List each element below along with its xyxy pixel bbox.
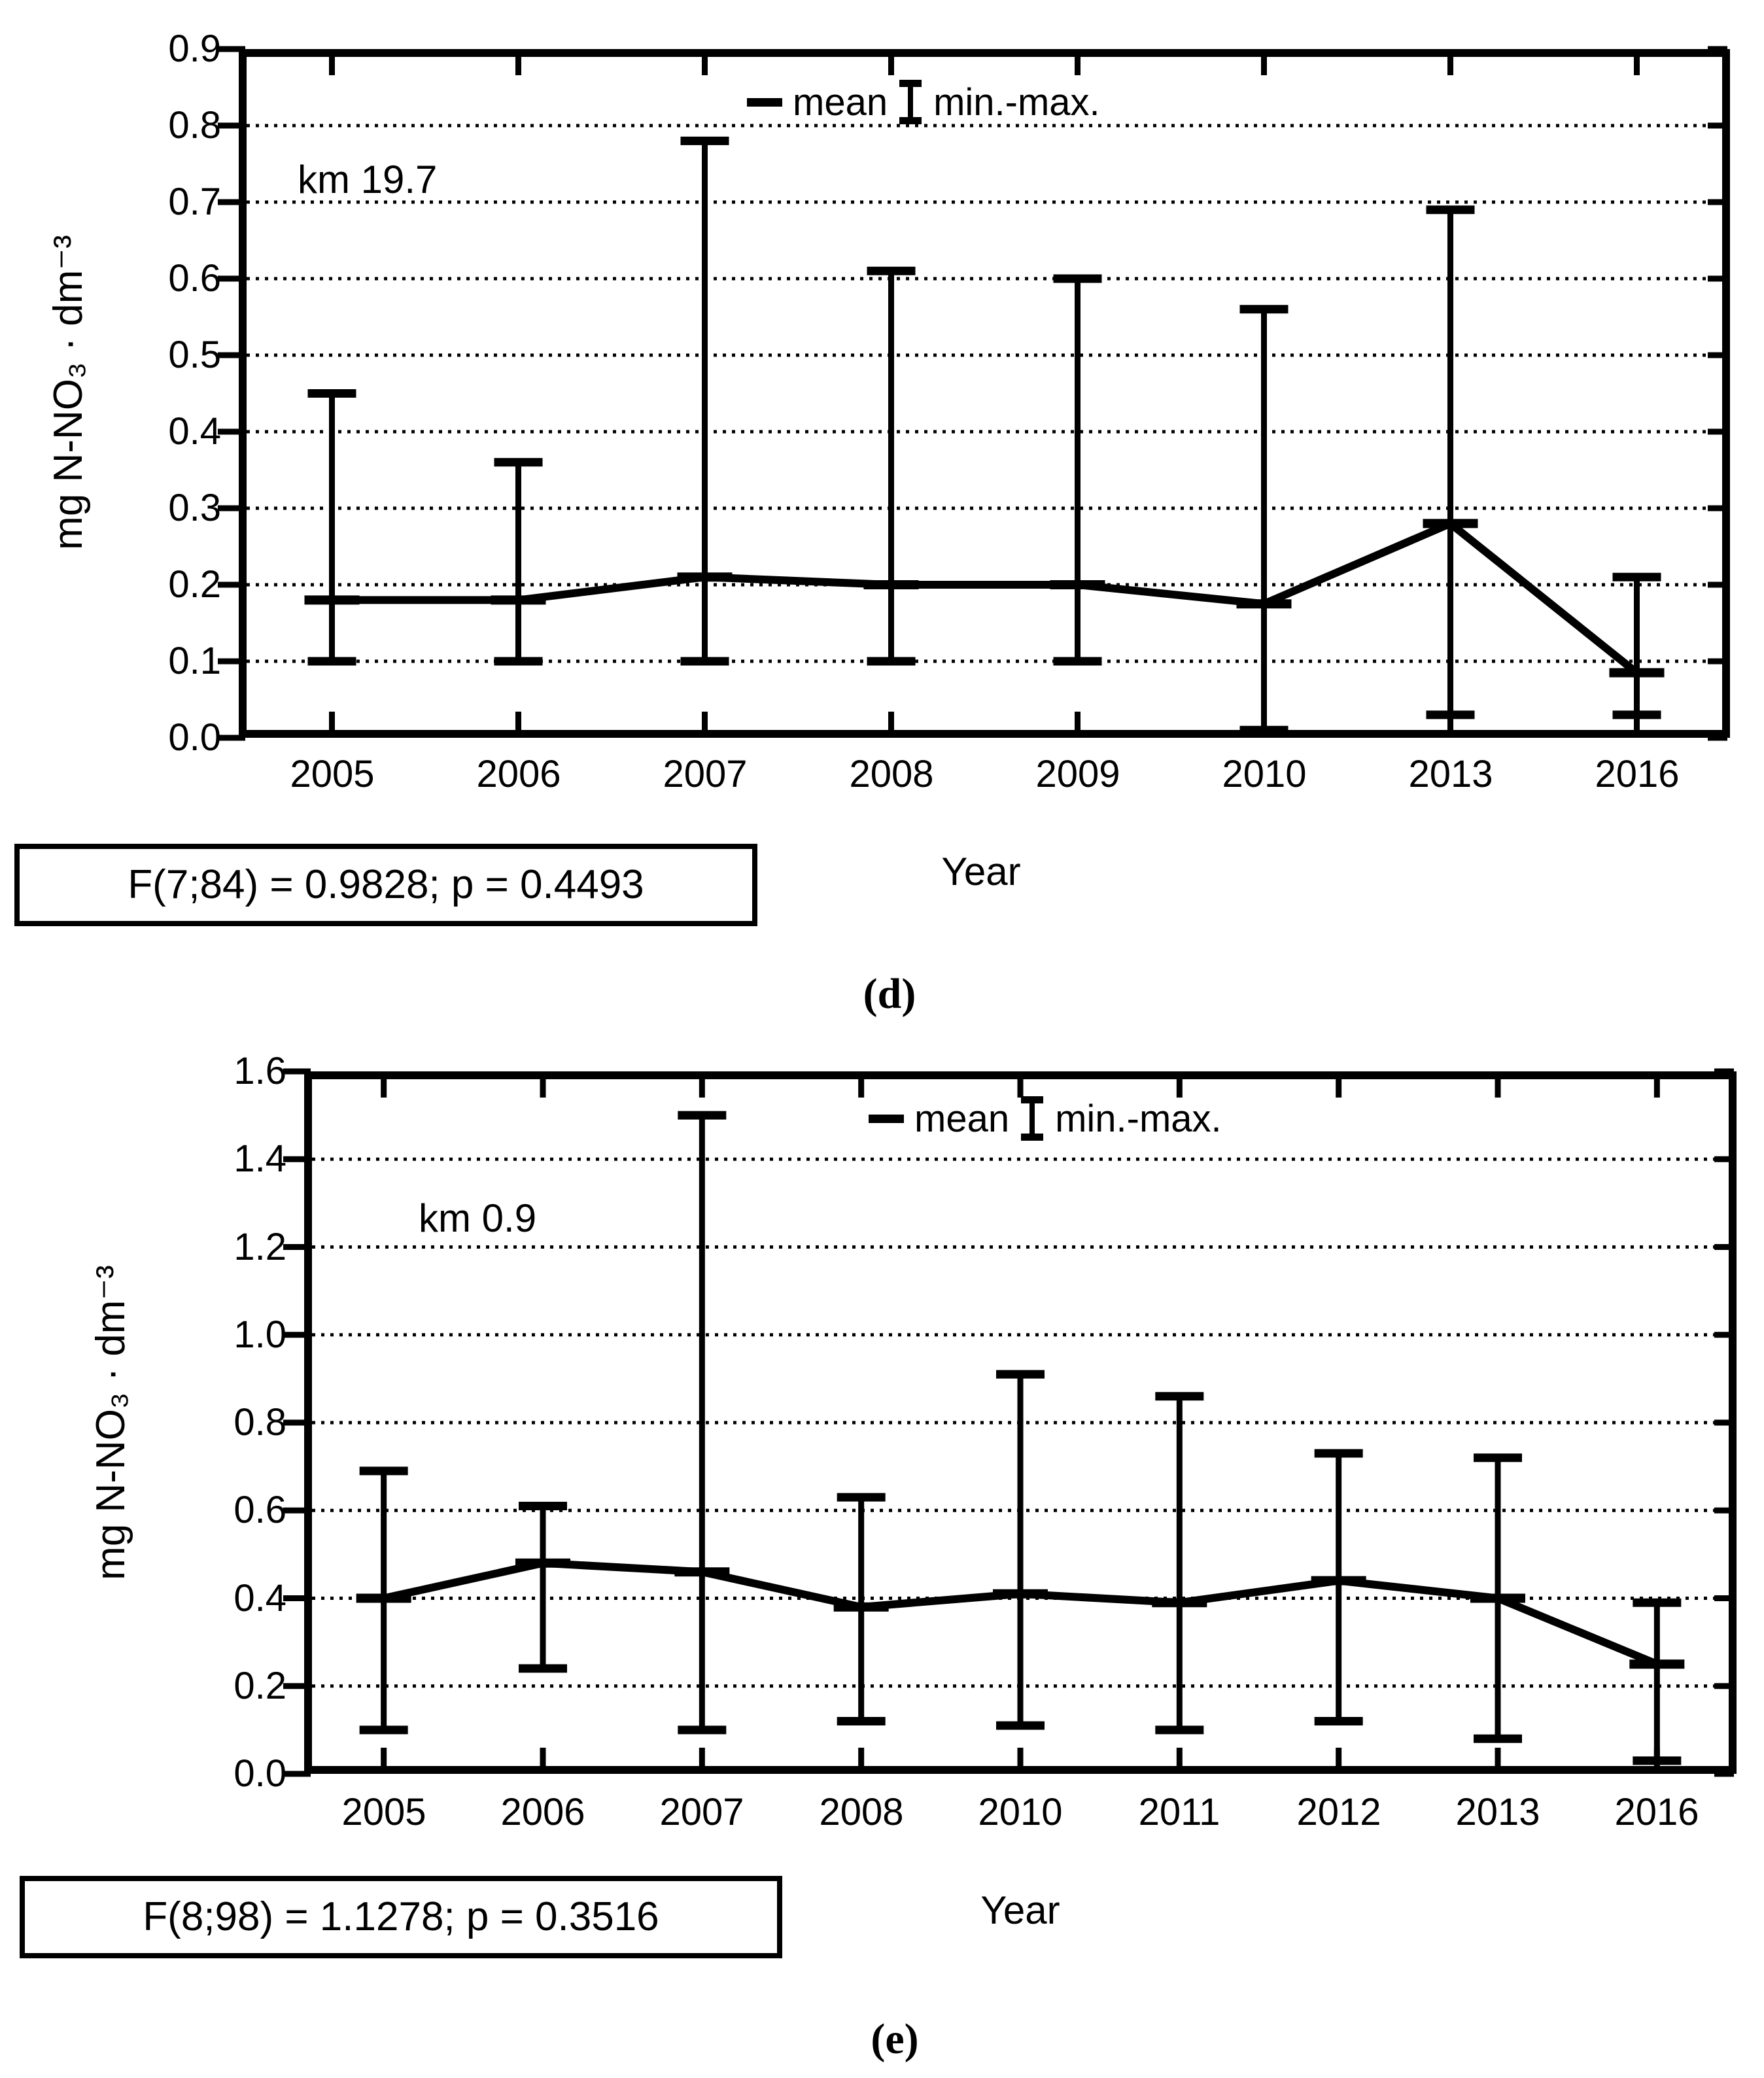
mean-line-icon [747,97,782,107]
y-tick-label: 1.4 [233,1137,286,1180]
panel-label-e: (e) [871,2015,919,2063]
x-tick-label: 2006 [476,753,561,795]
mean-line [332,519,1640,676]
minmax-errorbar-icon [1021,1096,1044,1141]
x-tick-label: 2013 [1455,1791,1540,1833]
x-tick-label: 2007 [659,1791,744,1833]
station-annotation-d: km 19.7 [298,158,438,201]
station-annotation-e: km 0.9 [419,1196,537,1240]
error-bars [307,136,1661,735]
y-tick-label: 0.4 [168,410,221,453]
axis-ticks [218,46,1727,741]
y-tick-label: 1.2 [233,1226,286,1268]
y-tick-label: 0.7 [168,181,221,223]
y-axis-label-e: mg N-NO₃ · dm⁻³ [88,1265,133,1580]
x-axis-label-d: Year [941,850,1021,893]
x-tick-label: 2016 [1614,1791,1699,1833]
x-tick-label: 2011 [1138,1791,1220,1833]
legend-mean-label: mean [914,1097,1010,1140]
x-tick-label: 2008 [849,753,934,795]
y-tick-label: 0.2 [168,563,221,606]
x-tick-label: 2009 [1035,753,1120,795]
y-tick-label: 0.6 [168,257,221,300]
mean-markers [304,519,1665,678]
x-tick-label: 2008 [819,1791,904,1833]
panel-label-d: (d) [863,970,916,1018]
y-tick-label: 0.4 [233,1577,286,1619]
mean-markers [356,1558,1685,1669]
y-tick-label: 0.9 [168,27,221,70]
x-tick-label: 2007 [663,753,748,795]
x-tick-label: 2010 [1222,753,1307,795]
y-tick-label: 0.8 [168,104,221,147]
x-tick-label: 2012 [1296,1791,1381,1833]
x-tick-label: 2013 [1408,753,1493,795]
y-tick-label: 1.0 [233,1313,286,1356]
legend-mean-label: mean [793,80,888,124]
x-tick-label: 2005 [290,753,375,795]
minmax-errorbar-icon [899,80,922,124]
y-tick-label: 0.3 [168,487,221,529]
legend-e: mean min.-max. [869,1094,1222,1143]
anova-stats-d: F(7;84) = 0.9828; p = 0.4493 [14,844,757,926]
x-tick-label: 2006 [500,1791,585,1833]
mean-line-icon [869,1114,904,1123]
x-tick-label: 2010 [978,1791,1063,1833]
legend-minmax-label: min.-max. [933,80,1100,124]
gridlines [247,124,1722,663]
x-axis-label-e: Year [980,1888,1060,1932]
x-tick-label: 2005 [341,1791,426,1833]
anova-stats-e: F(8;98) = 1.1278; p = 0.3516 [20,1876,782,1958]
y-tick-label: 0.6 [233,1489,286,1531]
legend-d: mean min.-max. [747,77,1100,127]
y-tick-label: 0.0 [168,716,221,759]
axis-ticks [283,1068,1734,1777]
error-bars [359,1111,1682,1765]
y-tick-label: 0.2 [233,1665,286,1707]
y-tick-label: 0.8 [233,1401,286,1444]
y-tick-label: 0.5 [168,334,221,376]
y-axis-label-d: mg N-NO₃ · dm⁻³ [46,235,91,550]
plot-border [239,49,1730,738]
legend-minmax-label: min.-max. [1055,1097,1222,1140]
y-tick-label: 0.1 [168,640,221,682]
y-tick-label: 1.6 [233,1050,286,1092]
x-tick-label: 2016 [1595,753,1680,795]
y-tick-label: 0.0 [233,1752,286,1795]
